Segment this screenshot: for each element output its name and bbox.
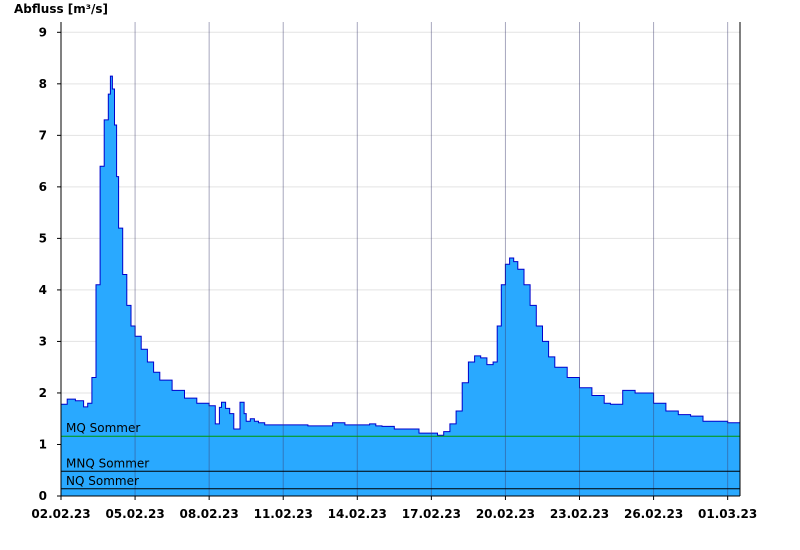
discharge-area xyxy=(61,76,740,496)
y-tick-label: 1 xyxy=(39,437,47,451)
y-tick-label: 9 xyxy=(39,25,47,39)
x-tick-label: 05.02.23 xyxy=(105,507,164,521)
x-tick-label: 08.02.23 xyxy=(180,507,239,521)
discharge-series xyxy=(60,22,741,496)
x-tick-label: 23.02.23 xyxy=(550,507,609,521)
y-tick-label: 0 xyxy=(39,489,47,503)
y-axis-title: Abfluss [m³/s] xyxy=(14,2,108,16)
x-tick-label: 26.02.23 xyxy=(624,507,683,521)
reference-line-label: NQ Sommer xyxy=(66,474,139,488)
x-tick-label: 14.02.23 xyxy=(328,507,387,521)
y-tick-label: 2 xyxy=(39,386,47,400)
x-tick-label: 01.03.23 xyxy=(698,507,757,521)
x-tick-label: 02.02.23 xyxy=(31,507,90,521)
y-tick-label: 7 xyxy=(39,128,47,142)
y-tick-label: 6 xyxy=(39,180,47,194)
y-tick-label: 8 xyxy=(39,77,47,91)
reference-line-label: MNQ Sommer xyxy=(66,456,149,470)
y-tick-label: 4 xyxy=(39,283,47,297)
x-tick-label: 11.02.23 xyxy=(254,507,313,521)
x-tick-label: 17.02.23 xyxy=(402,507,461,521)
axes: 0 1 2 3 4 5 6 7 8 9 02.02.23 05.02.23 08.02.23 11.02.… xyxy=(31,22,757,521)
discharge-line xyxy=(61,75,741,436)
y-tick-label: 3 xyxy=(39,334,47,348)
y-tick-label: 5 xyxy=(39,231,47,245)
x-tick-label: 20.02.23 xyxy=(476,507,535,521)
reference-line-label: MQ Sommer xyxy=(66,421,140,435)
reference-lines: MQ Sommer MNQ Sommer NQ Sommer xyxy=(61,421,740,490)
